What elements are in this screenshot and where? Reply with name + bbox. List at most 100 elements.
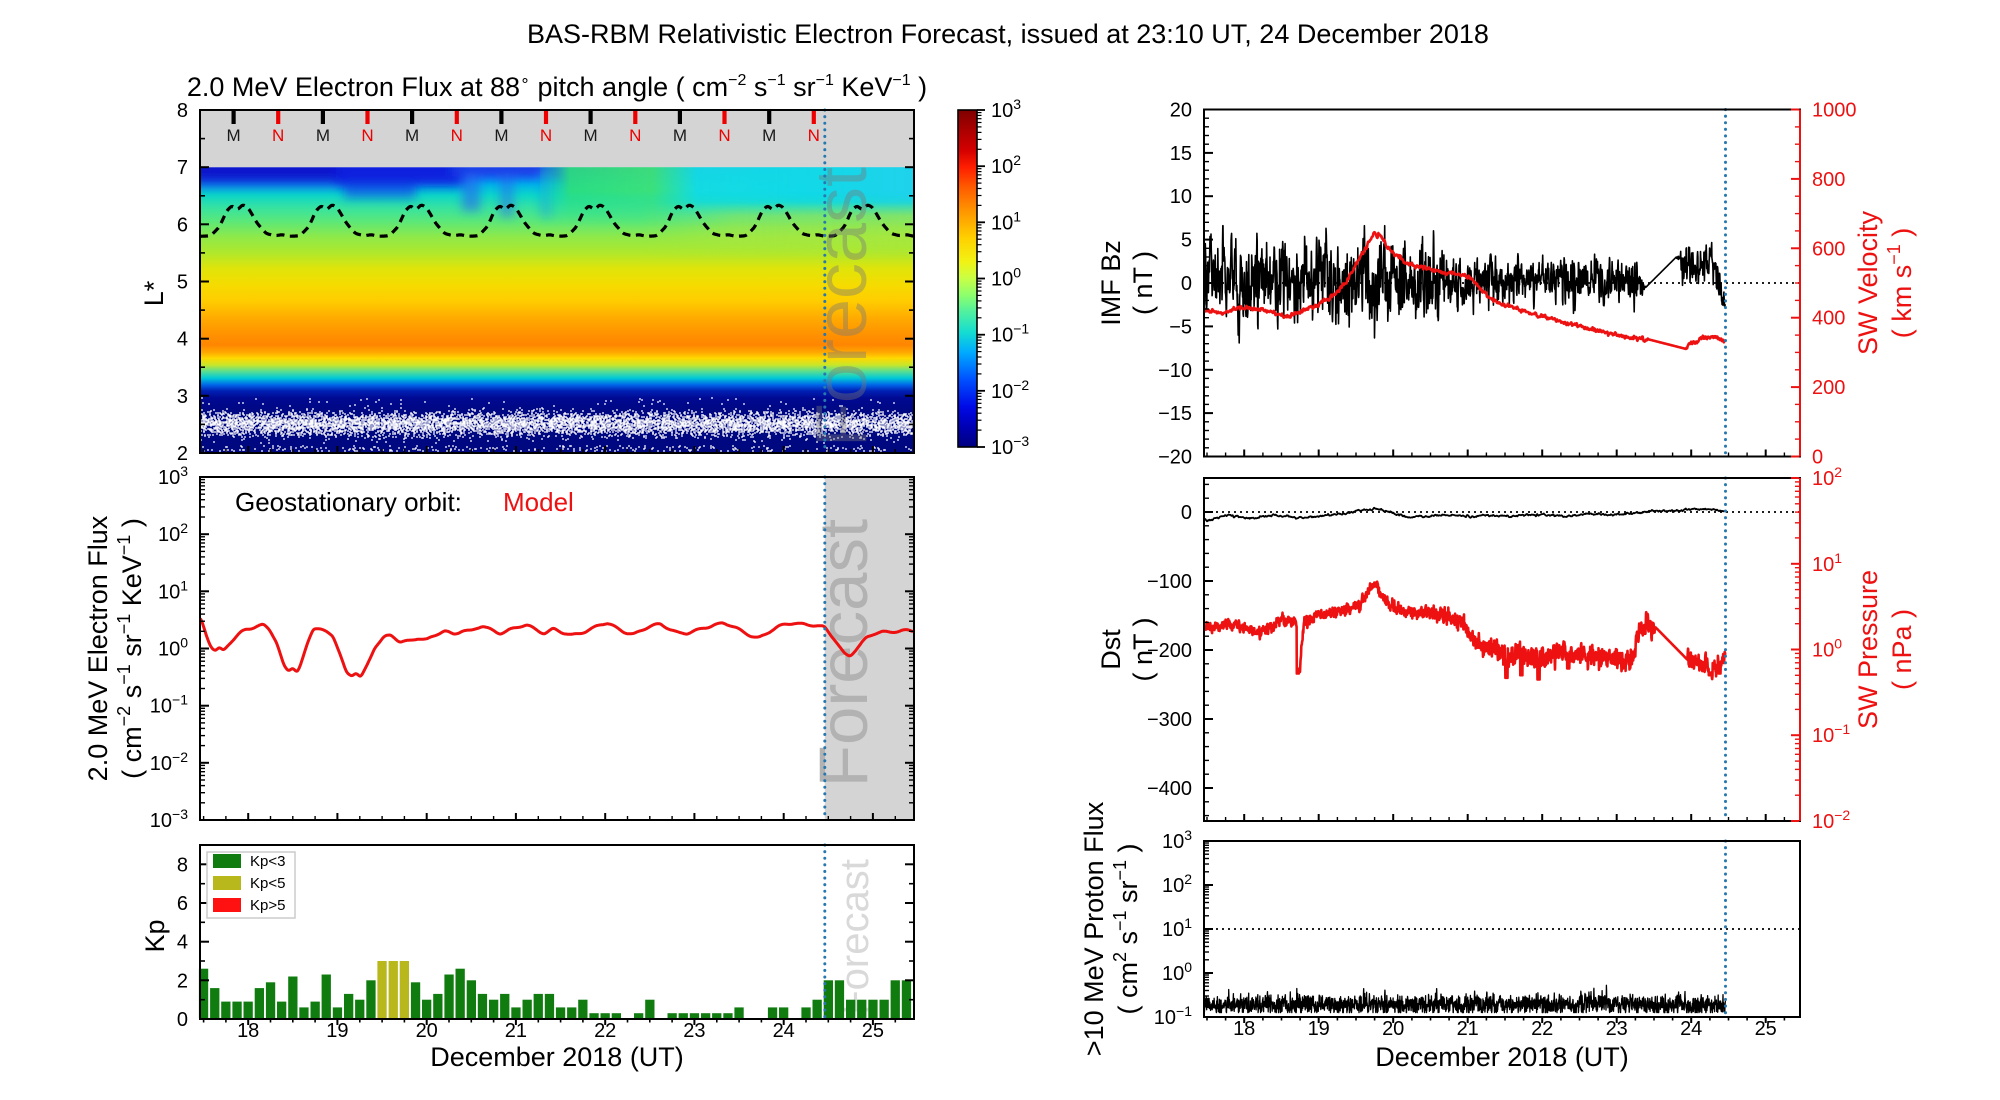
svg-text:0: 0 xyxy=(1181,273,1192,295)
svg-text:( cm−2 s−1 sr−1 KeV−1 ): ( cm−2 s−1 sr−1 KeV−1 ) xyxy=(114,518,147,779)
svg-text:M: M xyxy=(316,126,330,145)
svg-text:−200: −200 xyxy=(1147,640,1192,662)
svg-text:10−2: 10−2 xyxy=(150,749,188,775)
svg-text:101: 101 xyxy=(1162,915,1192,941)
svg-text:100: 100 xyxy=(158,635,188,661)
svg-text:N: N xyxy=(272,126,284,145)
svg-text:>10 MeV Proton Flux: >10 MeV Proton Flux xyxy=(1079,801,1109,1056)
svg-text:8: 8 xyxy=(177,854,188,876)
svg-text:BAS-RBM Relativistic Electron: BAS-RBM Relativistic Electron Forecast, … xyxy=(527,19,1489,49)
svg-text:102: 102 xyxy=(1812,464,1842,490)
svg-text:19: 19 xyxy=(1308,1018,1330,1040)
svg-text:( cm2 s−1 sr−1 ): ( cm2 s−1 sr−1 ) xyxy=(1110,843,1143,1014)
svg-text:N: N xyxy=(718,126,730,145)
svg-text:December 2018 (UT): December 2018 (UT) xyxy=(430,1042,684,1072)
svg-text:103: 103 xyxy=(158,463,188,489)
svg-text:−100: −100 xyxy=(1147,571,1192,593)
svg-text:103: 103 xyxy=(991,96,1021,122)
svg-text:102: 102 xyxy=(1162,871,1192,897)
svg-text:IMF Bz: IMF Bz xyxy=(1096,240,1126,326)
svg-text:−300: −300 xyxy=(1147,709,1192,731)
svg-text:M: M xyxy=(494,126,508,145)
svg-text:0: 0 xyxy=(177,1009,188,1031)
svg-text:1000: 1000 xyxy=(1812,100,1857,122)
svg-text:10−1: 10−1 xyxy=(150,692,188,718)
svg-text:−15: −15 xyxy=(1158,403,1192,425)
svg-text:( nPa ): ( nPa ) xyxy=(1887,609,1917,690)
svg-text:2.0 MeV Electron Flux: 2.0 MeV Electron Flux xyxy=(83,515,113,781)
svg-text:7: 7 xyxy=(177,157,188,179)
svg-text:10−2: 10−2 xyxy=(991,377,1029,403)
svg-text:10−1: 10−1 xyxy=(1812,721,1850,747)
svg-text:2: 2 xyxy=(177,443,188,465)
svg-text:Model: Model xyxy=(503,487,574,517)
svg-text:100: 100 xyxy=(1812,636,1842,662)
svg-text:102: 102 xyxy=(991,152,1021,178)
svg-text:N: N xyxy=(808,126,820,145)
svg-text:L*: L* xyxy=(139,280,169,306)
svg-text:101: 101 xyxy=(1812,550,1842,576)
svg-text:Kp: Kp xyxy=(140,919,170,952)
svg-text:−5: −5 xyxy=(1169,316,1192,338)
svg-text:N: N xyxy=(629,126,641,145)
svg-text:M: M xyxy=(405,126,419,145)
svg-text:8: 8 xyxy=(177,100,188,122)
svg-text:102: 102 xyxy=(158,520,188,546)
svg-text:25: 25 xyxy=(862,1020,884,1042)
svg-text:4: 4 xyxy=(177,329,188,351)
svg-text:20: 20 xyxy=(1382,1018,1404,1040)
svg-text:2.0 MeV Electron Flux at 88∘ p: 2.0 MeV Electron Flux at 88∘ pitch angle… xyxy=(187,72,927,102)
svg-text:15: 15 xyxy=(1170,143,1192,165)
svg-text:400: 400 xyxy=(1812,308,1845,330)
svg-text:4: 4 xyxy=(177,932,188,954)
svg-text:−10: −10 xyxy=(1158,360,1192,382)
svg-text:N: N xyxy=(451,126,463,145)
svg-text:22: 22 xyxy=(594,1020,616,1042)
svg-text:6: 6 xyxy=(177,893,188,915)
svg-text:M: M xyxy=(762,126,776,145)
svg-text:0: 0 xyxy=(1812,447,1823,469)
svg-text:−400: −400 xyxy=(1147,778,1192,800)
svg-text:20: 20 xyxy=(1170,100,1192,122)
svg-text:( km s−1 ): ( km s−1 ) xyxy=(1884,228,1917,339)
svg-text:200: 200 xyxy=(1812,377,1845,399)
svg-text:10−1: 10−1 xyxy=(991,321,1029,347)
svg-text:19: 19 xyxy=(326,1020,348,1042)
svg-text:25: 25 xyxy=(1755,1018,1777,1040)
svg-text:December 2018 (UT): December 2018 (UT) xyxy=(1375,1042,1629,1072)
svg-text:24: 24 xyxy=(773,1020,795,1042)
svg-text:18: 18 xyxy=(1233,1018,1255,1040)
svg-text:10−3: 10−3 xyxy=(991,433,1029,459)
svg-text:6: 6 xyxy=(177,214,188,236)
svg-text:N: N xyxy=(361,126,373,145)
svg-text:20: 20 xyxy=(416,1020,438,1042)
svg-text:M: M xyxy=(584,126,598,145)
svg-text:23: 23 xyxy=(683,1020,705,1042)
svg-text:Geostationary orbit:: Geostationary orbit: xyxy=(235,487,462,517)
svg-text:SW Pressure: SW Pressure xyxy=(1853,570,1883,729)
svg-text:101: 101 xyxy=(991,208,1021,234)
svg-text:100: 100 xyxy=(991,265,1021,291)
svg-text:18: 18 xyxy=(237,1020,259,1042)
svg-text:SW Velocity: SW Velocity xyxy=(1853,210,1883,355)
svg-text:Kp<5: Kp<5 xyxy=(250,875,285,892)
svg-text:101: 101 xyxy=(158,577,188,603)
svg-text:( nT ): ( nT ) xyxy=(1128,251,1158,315)
svg-text:Dst: Dst xyxy=(1096,629,1126,670)
svg-text:2: 2 xyxy=(177,970,188,992)
svg-text:M: M xyxy=(673,126,687,145)
svg-text:0: 0 xyxy=(1181,502,1192,524)
svg-text:N: N xyxy=(540,126,552,145)
svg-text:10: 10 xyxy=(1170,186,1192,208)
svg-text:10−2: 10−2 xyxy=(1812,807,1850,833)
svg-text:5: 5 xyxy=(177,272,188,294)
svg-text:24: 24 xyxy=(1680,1018,1702,1040)
svg-text:23: 23 xyxy=(1606,1018,1628,1040)
svg-text:100: 100 xyxy=(1162,959,1192,985)
svg-text:3: 3 xyxy=(177,386,188,408)
svg-text:103: 103 xyxy=(1162,827,1192,853)
svg-text:M: M xyxy=(227,126,241,145)
svg-text:600: 600 xyxy=(1812,238,1845,260)
svg-text:10−3: 10−3 xyxy=(150,806,188,832)
svg-text:Forecast: Forecast xyxy=(802,167,882,447)
